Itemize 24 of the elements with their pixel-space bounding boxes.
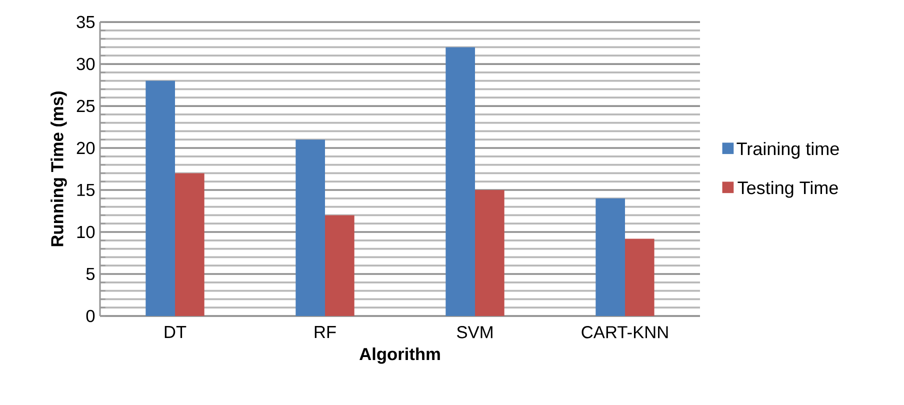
bar — [175, 173, 204, 316]
y-axis-title: Running Time (ms) — [50, 92, 67, 246]
x-tick-label: CART-KNN — [582, 326, 668, 338]
y-tick-label: 5 — [86, 268, 95, 280]
y-tick-label: 35 — [76, 16, 95, 28]
bar — [475, 190, 504, 316]
y-tick-label: 30 — [76, 58, 95, 70]
x-axis-title: Algorithm — [360, 347, 440, 364]
y-tick-label: 20 — [76, 142, 95, 154]
x-tick-label: RF — [314, 326, 336, 338]
legend-label: Training time — [736, 142, 839, 159]
bar — [296, 140, 325, 316]
bar — [596, 198, 625, 316]
bar — [625, 238, 654, 316]
x-tick-label: DT — [164, 326, 186, 338]
legend-label: Testing Time — [738, 181, 838, 198]
y-tick-label: 0 — [86, 310, 95, 322]
bar — [446, 47, 475, 316]
y-tick-label: 15 — [77, 184, 95, 196]
y-tick-label: 10 — [77, 226, 95, 238]
y-tick-label: 25 — [76, 100, 95, 112]
x-tick-label: SVM — [457, 326, 492, 338]
bar — [325, 215, 354, 316]
bar — [146, 80, 176, 316]
